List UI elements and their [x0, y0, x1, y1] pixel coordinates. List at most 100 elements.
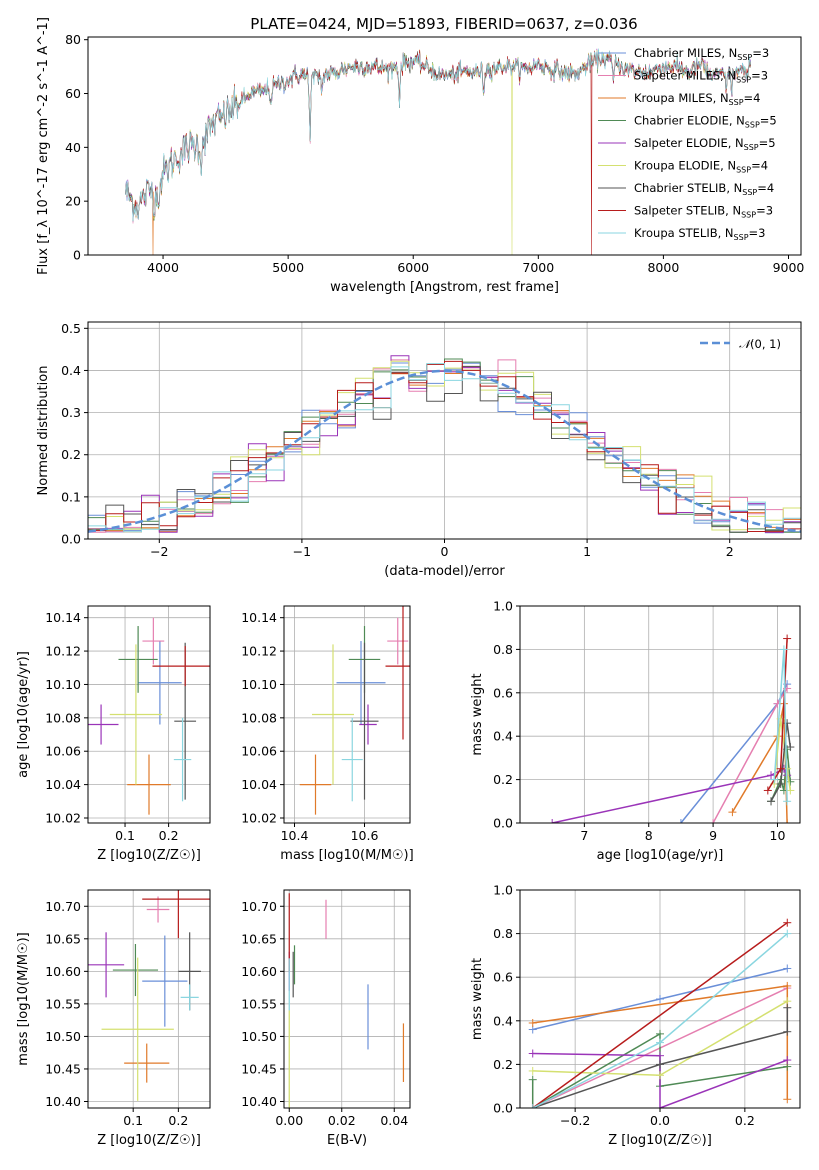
legend-entry: Salpeter MILES, NSSP=3	[634, 69, 768, 85]
y-tick-label: 10.04	[45, 777, 81, 792]
x-tick-label: 0.2	[159, 828, 179, 843]
x-axis-label: Z [log10(Z/Z☉)]	[608, 1133, 712, 1148]
y-tick-label: 20	[65, 194, 81, 209]
x-tick-label: 1	[583, 544, 591, 559]
axes-age_vs_Z: 0.1 0.2 10.02 10.04 10.06 10.08 10.10 10.12 10.1…	[16, 605, 211, 863]
errorbar-point	[299, 754, 332, 815]
axes-weight_vs_Z: −0.2 0.0 0.2 0.0 0.2 0.4 0.6 0.8 1.0 Z [log10(Z/Z…	[470, 883, 801, 1148]
spectrum-legend: Chabrier MILES, NSSP=3 Salpeter MILES, NS…	[598, 46, 777, 242]
errorbar-point	[359, 704, 377, 745]
legend-entry: Salpeter STELIB, NSSP=3	[634, 204, 773, 220]
errorbar-point	[336, 641, 386, 725]
errorbar-point	[387, 617, 409, 665]
series-line	[552, 767, 788, 823]
errorbar-point	[180, 984, 199, 1011]
errorbar-point	[118, 626, 158, 693]
errorbar-point	[88, 704, 119, 745]
errorbar-point	[142, 617, 165, 665]
y-tick-label: 10.65	[241, 931, 277, 946]
x-tick-label: 2	[726, 544, 734, 559]
y-tick-label: 0.2	[493, 1057, 513, 1072]
x-tick-label: 0.0	[650, 1113, 670, 1128]
x-tick-label: 8	[645, 828, 653, 843]
x-tick-label: 0	[441, 544, 449, 559]
y-tick-label: 10.65	[45, 931, 81, 946]
axes-residuals: −2 −1 0 1 2 0.0 0.1 0.2 0.3 0.4 0.5 (data-model)/er…	[36, 321, 802, 579]
legend-entry: Chabrier MILES, NSSP=3	[634, 46, 769, 62]
x-tick-label: −0.2	[560, 1113, 590, 1128]
y-tick-label: 10.40	[45, 1094, 81, 1109]
y-tick-label: 0.6	[493, 970, 513, 985]
errorbar-point	[109, 644, 163, 785]
legend-entry: 𝒩(0, 1)	[739, 337, 781, 351]
y-tick-label: 10.14	[241, 610, 277, 625]
plot-area-residuals	[88, 355, 801, 534]
x-axis-label: Z [log10(Z/Z☉)]	[97, 848, 201, 863]
y-tick-label: 10.04	[241, 777, 277, 792]
histogram-step	[88, 360, 801, 533]
x-axis-label: mass [log10(M/M☉)]	[280, 848, 413, 863]
axes-frame	[87, 889, 211, 1109]
y-tick-label: 0.2	[493, 772, 513, 787]
plot-area-age_vs_mass	[299, 606, 410, 815]
y-tick-label: 0.4	[493, 1013, 513, 1028]
x-tick-label: 9000	[773, 260, 805, 275]
y-tick-label: 10.50	[241, 1029, 277, 1044]
x-tick-label: 6000	[397, 260, 429, 275]
chart-title: PLATE=0424, MJD=51893, FIBERID=0637, z=0…	[250, 15, 637, 33]
x-tick-label: 10	[770, 828, 786, 843]
x-tick-label: 0.2	[168, 1113, 188, 1128]
axes-frame	[87, 605, 211, 824]
x-tick-label: 4000	[147, 260, 179, 275]
x-tick-label: 7000	[522, 260, 554, 275]
y-tick-label: 10.14	[45, 610, 81, 625]
y-tick-label: 0.3	[61, 405, 81, 420]
errorbar-point	[142, 890, 210, 939]
axes-age_vs_mass: 10.4 10.6 10.02 10.04 10.06 10.08 10.10 10.12 10…	[241, 605, 414, 863]
y-tick-label: 1.0	[493, 599, 513, 614]
series-line	[773, 718, 792, 791]
series-line	[770, 723, 792, 802]
y-axis-label: mass weight	[470, 673, 485, 755]
y-tick-label: 0.0	[493, 1101, 513, 1116]
y-tick-label: 10.06	[241, 744, 277, 759]
y-tick-label: 1.0	[493, 883, 513, 898]
legend-entry: Kroupa ELODIE, NSSP=4	[634, 159, 768, 175]
errorbar-point	[127, 754, 171, 815]
series-line	[532, 1007, 789, 1108]
y-tick-label: 10.60	[241, 964, 277, 979]
normal-reference-curve	[88, 369, 801, 533]
plot-area-weight_vs_age	[548, 634, 795, 823]
plot-area-age_vs_Z	[88, 617, 210, 815]
x-tick-label: 5000	[272, 260, 304, 275]
y-tick-label: 10.10	[241, 677, 277, 692]
y-tick-label: 10.08	[45, 710, 81, 725]
axes-frame	[519, 605, 801, 824]
y-tick-label: 0.2	[61, 447, 81, 462]
x-tick-label: 0.02	[328, 1113, 356, 1128]
legend-entry: Salpeter ELODIE, NSSP=5	[634, 136, 776, 152]
y-tick-label: 10.70	[45, 899, 81, 914]
errorbar-point	[312, 644, 354, 785]
y-tick-label: 10.08	[241, 710, 277, 725]
x-tick-label: 7	[580, 828, 588, 843]
y-tick-label: 80	[65, 32, 81, 47]
x-tick-label: 10.4	[281, 828, 309, 843]
y-tick-label: 10.55	[241, 996, 277, 1011]
axes-mass_vs_Z: 0.1 0.2 10.40 10.45 10.50 10.55 10.60 10.65 10.7…	[16, 889, 211, 1148]
x-tick-label: 0.1	[123, 1113, 143, 1128]
errorbar-point	[146, 896, 170, 923]
legend-entry: Chabrier STELIB, NSSP=4	[634, 181, 774, 197]
errorbar-point	[173, 717, 192, 802]
axes-frame	[283, 605, 411, 824]
y-tick-label: 0	[73, 248, 81, 263]
errorbar-point	[101, 957, 174, 1101]
y-axis-label: Flux [f_λ 10^-17 erg cm^-2 s^-1 A^-1]	[36, 17, 51, 275]
y-tick-label: 10.02	[45, 810, 81, 825]
y-tick-label: 0.8	[493, 642, 513, 657]
x-axis-label: E(B-V)	[327, 1133, 367, 1148]
y-tick-label: 10.02	[241, 810, 277, 825]
x-axis-label: Z [log10(Z/Z☉)]	[97, 1133, 201, 1148]
y-tick-label: 0.0	[61, 532, 81, 547]
